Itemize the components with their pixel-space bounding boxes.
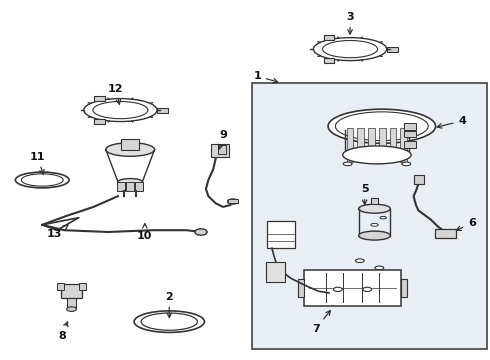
Text: 6: 6 <box>457 218 476 230</box>
Bar <box>118 182 125 191</box>
Text: 8: 8 <box>58 322 68 341</box>
Bar <box>135 182 143 191</box>
Ellipse shape <box>314 38 387 60</box>
Ellipse shape <box>359 231 391 240</box>
Bar <box>304 270 401 306</box>
Ellipse shape <box>328 109 436 143</box>
Bar <box>126 182 134 191</box>
Ellipse shape <box>335 112 428 140</box>
Bar <box>252 83 487 348</box>
Text: 12: 12 <box>108 84 123 104</box>
Bar <box>61 284 82 298</box>
Bar <box>57 283 64 290</box>
Ellipse shape <box>134 311 204 332</box>
Text: 1: 1 <box>253 71 278 83</box>
Bar <box>370 198 378 204</box>
Text: 5: 5 <box>361 184 368 204</box>
Bar <box>298 279 304 297</box>
Text: 13: 13 <box>47 225 68 239</box>
Ellipse shape <box>141 313 197 330</box>
Bar <box>435 229 456 238</box>
Bar <box>94 119 105 124</box>
Ellipse shape <box>93 102 148 119</box>
Bar <box>79 283 86 290</box>
Bar <box>404 123 416 130</box>
Text: 11: 11 <box>29 152 45 174</box>
Bar <box>414 175 424 184</box>
Ellipse shape <box>195 229 207 235</box>
Text: 9: 9 <box>218 130 227 149</box>
Bar <box>323 58 334 63</box>
Ellipse shape <box>371 224 378 226</box>
Bar <box>401 279 407 297</box>
Bar <box>323 35 334 40</box>
Bar <box>122 139 139 149</box>
Bar <box>404 141 416 148</box>
Text: 2: 2 <box>166 292 173 318</box>
Bar <box>387 46 397 51</box>
Ellipse shape <box>67 307 76 311</box>
Bar <box>368 128 375 162</box>
Ellipse shape <box>322 41 377 58</box>
Ellipse shape <box>21 174 63 186</box>
Ellipse shape <box>343 146 411 164</box>
Bar <box>94 96 105 101</box>
Ellipse shape <box>355 259 364 262</box>
Ellipse shape <box>363 287 371 292</box>
Bar <box>390 128 396 162</box>
Text: 7: 7 <box>312 311 330 334</box>
Bar <box>357 128 364 162</box>
Ellipse shape <box>343 162 352 166</box>
Ellipse shape <box>333 287 342 292</box>
Text: 4: 4 <box>437 116 466 128</box>
Text: 10: 10 <box>137 224 152 240</box>
Ellipse shape <box>359 204 391 213</box>
Bar <box>211 144 229 157</box>
Ellipse shape <box>227 199 238 204</box>
Bar <box>400 128 407 162</box>
Bar <box>157 108 168 113</box>
Ellipse shape <box>15 172 69 188</box>
Text: 3: 3 <box>346 12 354 34</box>
Bar <box>379 128 386 162</box>
Ellipse shape <box>402 162 411 166</box>
Ellipse shape <box>118 179 143 185</box>
Ellipse shape <box>380 216 387 219</box>
Bar <box>228 199 238 203</box>
Bar <box>404 131 416 137</box>
Bar <box>267 262 285 282</box>
Bar <box>218 145 226 154</box>
Ellipse shape <box>375 266 384 270</box>
Bar <box>346 128 353 162</box>
Bar <box>67 298 76 309</box>
Bar <box>267 221 295 248</box>
Ellipse shape <box>106 143 155 156</box>
Ellipse shape <box>84 99 157 122</box>
